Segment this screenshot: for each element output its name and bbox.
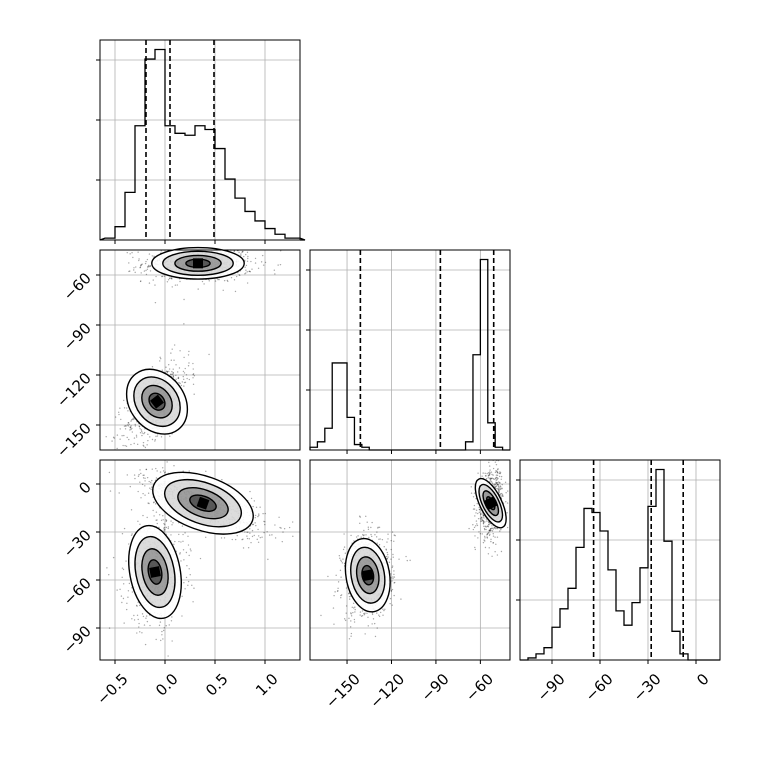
panel-frame xyxy=(519,459,721,661)
panel-frame xyxy=(99,39,301,241)
histogram-0 xyxy=(96,39,306,241)
pair-0-2 xyxy=(99,459,301,661)
x-tick-label: −90 xyxy=(418,670,453,705)
density-contours xyxy=(151,246,245,280)
density-contours xyxy=(125,368,189,435)
histogram-2 xyxy=(516,459,721,661)
x-tick-label: −90 xyxy=(534,670,569,705)
panel-frame xyxy=(309,249,511,451)
histogram-1 xyxy=(306,249,511,451)
density-contours xyxy=(152,471,254,535)
density-peak xyxy=(196,496,210,510)
panel-frame xyxy=(309,459,511,661)
y-tick-label: −90 xyxy=(60,319,95,354)
x-tick-label: −120 xyxy=(366,670,408,712)
x-tick-label: 1.0 xyxy=(252,670,282,700)
y-tick-label: −150 xyxy=(53,419,95,461)
x-tick-label: 0.0 xyxy=(152,670,182,700)
x-tick-label: 0 xyxy=(693,670,712,689)
y-tick-label: −120 xyxy=(53,369,95,411)
y-tick-label: 0 xyxy=(75,478,94,497)
density-peak xyxy=(149,566,161,578)
y-tick-label: −90 xyxy=(60,622,95,657)
y-tick-label: −60 xyxy=(60,269,95,304)
density-peak xyxy=(484,496,498,510)
pair-1-2 xyxy=(309,459,511,661)
x-tick-label: −0.5 xyxy=(93,670,131,708)
density-peak xyxy=(362,569,374,581)
x-tick-label: −60 xyxy=(582,670,617,705)
x-tick-label: −60 xyxy=(462,670,497,705)
density-contours xyxy=(474,477,507,529)
histogram-steps xyxy=(99,48,306,241)
x-tick-label: −30 xyxy=(630,670,665,705)
x-tick-label: −150 xyxy=(322,670,364,712)
density-peak xyxy=(149,394,165,409)
y-tick-label: −30 xyxy=(60,526,95,561)
x-tick-label: 0.5 xyxy=(202,670,232,700)
panel-frame xyxy=(99,249,301,451)
density-contours xyxy=(344,537,391,613)
y-tick-label: −60 xyxy=(60,574,95,609)
pair-0-1 xyxy=(99,246,301,451)
panel-frame xyxy=(99,459,301,661)
histogram-steps xyxy=(520,468,720,661)
density-peak xyxy=(193,258,203,269)
density-contours xyxy=(128,524,182,620)
